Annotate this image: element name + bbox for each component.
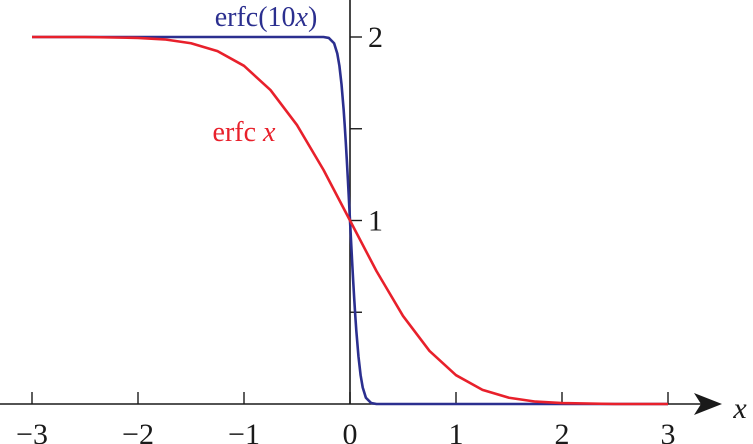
series-group <box>32 35 668 406</box>
x-tick-label: −1 <box>228 418 260 444</box>
x-ticks: −3 −2 −1 0 1 2 3 <box>16 392 676 444</box>
x-tick-label: 0 <box>343 418 358 444</box>
x-tick-label: 3 <box>661 418 676 444</box>
series-line <box>32 35 668 406</box>
x-tick-label: −3 <box>16 418 48 444</box>
y-ticks: 12 <box>350 21 383 313</box>
curve-label-erfc-x: erfc x <box>213 117 277 148</box>
x-axis-label: x <box>732 392 747 425</box>
x-tick-label: 1 <box>449 418 464 444</box>
y-tick-label: 2 <box>368 21 383 54</box>
y-tick-label: 1 <box>368 205 383 238</box>
x-axis-arrowhead <box>694 393 722 415</box>
x-tick-label: 2 <box>555 418 570 444</box>
x-tick-label: −2 <box>122 418 154 444</box>
curve-label-erfc-10x: erfc(10x) <box>215 2 318 33</box>
